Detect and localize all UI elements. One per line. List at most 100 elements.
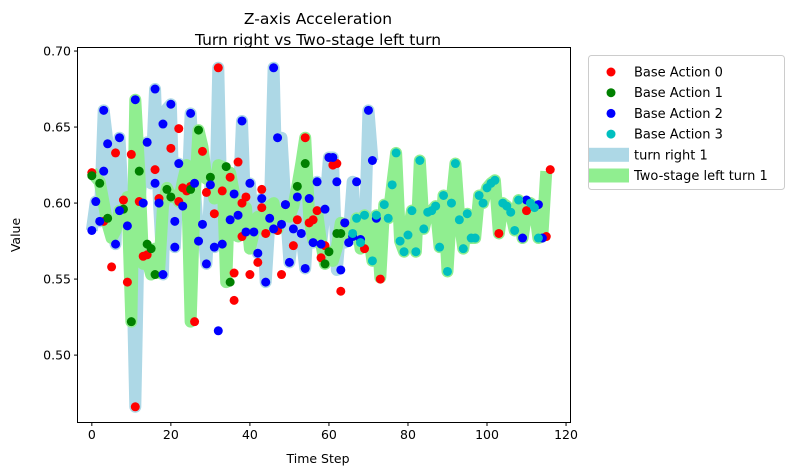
data-point bbox=[300, 263, 310, 273]
data-point bbox=[166, 99, 176, 109]
data-point bbox=[103, 139, 113, 149]
legend-marker bbox=[606, 129, 616, 139]
chart-title: Z-axis Acceleration bbox=[244, 10, 392, 28]
data-point bbox=[292, 192, 302, 202]
data-point bbox=[111, 239, 121, 249]
data-point bbox=[312, 206, 322, 216]
data-point bbox=[490, 175, 500, 185]
x-tick-label: 60 bbox=[321, 427, 337, 442]
y-tick-label: 0.55 bbox=[43, 272, 71, 287]
data-point bbox=[296, 228, 306, 238]
data-point bbox=[280, 200, 290, 210]
data-point bbox=[190, 317, 200, 327]
data-point bbox=[273, 133, 283, 143]
data-point bbox=[209, 242, 219, 252]
data-point bbox=[415, 156, 425, 165]
data-point bbox=[261, 228, 271, 238]
data-point bbox=[284, 257, 294, 267]
data-point bbox=[186, 108, 196, 118]
data-point bbox=[99, 105, 109, 115]
data-point bbox=[257, 184, 267, 194]
data-point bbox=[158, 270, 168, 280]
data-point bbox=[122, 221, 132, 231]
data-point bbox=[130, 402, 140, 412]
y-axis: 0.50 0.55 0.60 0.65 0.70 bbox=[43, 44, 78, 363]
data-point bbox=[158, 119, 168, 129]
data-point bbox=[166, 143, 176, 153]
x-tick-label: 20 bbox=[163, 427, 179, 442]
data-point bbox=[213, 63, 223, 73]
data-point bbox=[138, 198, 148, 208]
data-point bbox=[162, 184, 172, 194]
data-point bbox=[328, 152, 338, 162]
data-point bbox=[522, 206, 532, 216]
data-point bbox=[237, 116, 247, 126]
legend-label: Two-stage left turn 1 bbox=[633, 169, 768, 184]
legend-label: Base Action 0 bbox=[634, 66, 723, 81]
data-point bbox=[458, 244, 468, 254]
data-point bbox=[261, 277, 271, 287]
data-point bbox=[194, 236, 204, 246]
data-point bbox=[114, 133, 124, 143]
data-point bbox=[518, 233, 528, 243]
data-point bbox=[371, 210, 381, 220]
y-tick-label: 0.50 bbox=[43, 348, 71, 363]
data-point bbox=[470, 233, 480, 243]
data-point bbox=[510, 225, 520, 235]
data-point bbox=[312, 177, 322, 187]
data-point bbox=[446, 198, 456, 208]
data-point bbox=[150, 84, 160, 94]
x-tick-label: 80 bbox=[400, 427, 416, 442]
data-point bbox=[340, 218, 350, 228]
data-point bbox=[95, 216, 105, 226]
legend-label: Base Action 1 bbox=[634, 86, 723, 101]
data-point bbox=[288, 224, 298, 234]
data-point bbox=[257, 203, 267, 213]
data-point bbox=[122, 277, 132, 287]
x-axis-label: Time Step bbox=[285, 451, 349, 466]
data-point bbox=[91, 197, 101, 207]
data-point bbox=[352, 177, 362, 187]
series-base-action-3 bbox=[348, 148, 543, 276]
data-point bbox=[529, 203, 539, 213]
data-point bbox=[217, 186, 227, 196]
data-point bbox=[217, 239, 227, 249]
data-point bbox=[435, 242, 445, 252]
series-base-action-2 bbox=[87, 63, 547, 336]
x-tick-label: 100 bbox=[475, 427, 499, 442]
data-point bbox=[229, 189, 239, 199]
data-point bbox=[225, 215, 235, 225]
y-tick-label: 0.65 bbox=[43, 120, 71, 135]
y-tick-label: 0.70 bbox=[43, 44, 71, 59]
data-point bbox=[391, 148, 401, 158]
data-point bbox=[126, 149, 136, 159]
data-point bbox=[111, 148, 121, 158]
data-point bbox=[411, 247, 421, 257]
data-point bbox=[197, 219, 207, 229]
data-point bbox=[367, 156, 377, 165]
data-point bbox=[130, 95, 140, 105]
data-point bbox=[545, 165, 555, 175]
data-point bbox=[150, 165, 160, 175]
data-point bbox=[269, 224, 279, 234]
x-tick-label: 120 bbox=[554, 427, 578, 442]
data-point bbox=[253, 248, 263, 258]
data-point bbox=[363, 105, 373, 115]
data-point bbox=[178, 201, 188, 211]
data-point bbox=[308, 238, 318, 248]
data-point bbox=[194, 125, 204, 135]
data-point bbox=[87, 225, 97, 235]
data-point bbox=[442, 266, 452, 276]
data-point bbox=[107, 262, 117, 272]
legend-marker bbox=[606, 67, 616, 77]
data-point bbox=[454, 215, 464, 225]
data-point bbox=[253, 257, 263, 267]
data-point bbox=[474, 190, 484, 200]
data-point bbox=[103, 213, 113, 223]
data-point bbox=[221, 162, 231, 172]
data-point bbox=[304, 194, 314, 204]
data-point bbox=[245, 178, 255, 188]
legend-box bbox=[588, 55, 785, 190]
data-point bbox=[431, 201, 441, 211]
